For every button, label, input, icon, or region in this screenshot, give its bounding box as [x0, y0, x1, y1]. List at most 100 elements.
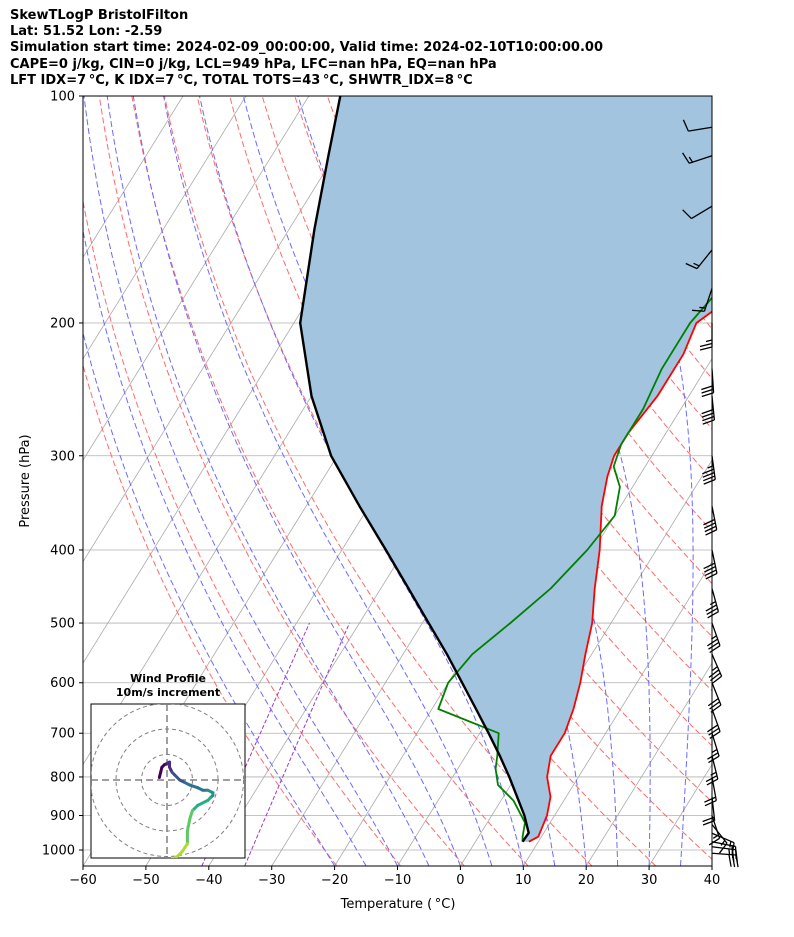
- chart-title-line-4: CAPE=0 j/kg, CIN=0 j/kg, LCL=949 hPa, LF…: [10, 56, 497, 72]
- wind-barb: [707, 708, 721, 739]
- pressure-gridlines: [83, 96, 712, 851]
- wind-barb-half-flag: [720, 840, 726, 846]
- x-tick-label: −60: [69, 873, 96, 888]
- wind-barb-staff: [711, 653, 723, 677]
- wind-barb-staff: [711, 708, 721, 732]
- y-tick-label: 1000: [42, 844, 75, 859]
- hodograph-trace-segment: [177, 877, 180, 882]
- isotherm-line: [83, 96, 373, 563]
- wind-barb-half-flag: [711, 748, 718, 754]
- chart-title-line-5: LFT IDX=7 °C, K IDX=7 °C, TOTAL TOTS=43 …: [10, 72, 473, 88]
- wind-barb-flag: [705, 529, 717, 536]
- wind-barb-flag: [703, 522, 716, 529]
- x-tick-label: −30: [258, 873, 285, 888]
- wind-barb-half-flag: [688, 156, 694, 163]
- chart-title-line-1: SkewTLogP BristolFilton: [10, 8, 189, 23]
- wind-barb: [685, 249, 713, 270]
- x-tick-label: −20: [321, 873, 348, 888]
- y-axis-label: Pressure (hPa): [18, 434, 33, 527]
- isotherm-line: [585, 662, 712, 866]
- hodograph-trace-segment: [175, 869, 178, 877]
- wind-barb-flag: [710, 704, 722, 713]
- chart-title-line-3: Simulation start time: 2024-02-09_00:00:…: [10, 40, 603, 56]
- wind-barb-flag: [701, 388, 714, 394]
- profile-lines: [299, 96, 712, 843]
- wind-barb-flag: [734, 846, 737, 859]
- x-tick-label: −10: [384, 873, 411, 888]
- isotherm-line: [397, 357, 712, 866]
- temperature-parcel-shaded-area: [300, 96, 712, 842]
- wind-barb-flag: [708, 641, 720, 650]
- wind-barb-staff: [711, 733, 720, 757]
- y-tick-label: 600: [50, 676, 75, 691]
- moist-adiabat-line: [83, 228, 367, 866]
- moist-adiabat-line: [83, 331, 336, 866]
- wind-barb-flag: [711, 675, 723, 685]
- moist-adiabat-line: [83, 96, 398, 866]
- x-tick-label: 0: [456, 873, 464, 888]
- wind-barb-staff: [711, 455, 716, 480]
- hodograph-trace-segment: [180, 842, 189, 853]
- isotherm-line: [522, 560, 712, 866]
- wind-barb-staff: [711, 588, 720, 612]
- wind-barb-staff: [688, 126, 713, 132]
- wind-barb-flag: [705, 572, 718, 580]
- isotherm-line: [83, 96, 247, 360]
- chart-title-block: SkewTLogP BristolFilton Lat: 51.52 Lon: …: [10, 8, 603, 89]
- x-tick-label: 30: [641, 873, 658, 888]
- dry-adiabat-line: [196, 96, 657, 866]
- wind-barb-flag: [709, 645, 721, 654]
- wind-barb-half-flag: [712, 666, 718, 671]
- shaded-area: [300, 96, 712, 842]
- dry-adiabat-line: [83, 363, 338, 866]
- temperature-line: [528, 310, 712, 843]
- hodograph-plot: [91, 704, 245, 882]
- mixing-ratio-line: [244, 622, 350, 866]
- wind-barb-staff: [711, 506, 718, 530]
- wind-barb-staff: [696, 249, 713, 270]
- y-tick-label: 900: [50, 809, 75, 824]
- wind-barb-staff: [711, 682, 722, 706]
- wind-barb-staff: [711, 776, 717, 801]
- moist-adiabat-line: [582, 96, 694, 866]
- wind-barb-flag: [707, 698, 719, 707]
- dry-adiabat-line: [131, 96, 529, 866]
- wind-barb: [708, 653, 723, 685]
- dry-adiabat-line: [83, 198, 402, 866]
- wind-barb: [692, 288, 713, 312]
- wind-barb: [682, 152, 713, 164]
- wind-barb: [682, 119, 713, 132]
- wind-barb-staff: [711, 841, 736, 848]
- moist-adiabat-line: [163, 96, 493, 866]
- hodograph-trace-segment: [171, 855, 179, 858]
- wind-barb-flag: [709, 731, 721, 739]
- y-tick-label: 100: [50, 90, 75, 105]
- wind-barb: [703, 506, 718, 536]
- wind-barb-staff: [711, 815, 721, 839]
- wind-barb-flag: [704, 566, 716, 573]
- x-axis-label: Temperature ( °C): [340, 897, 456, 912]
- dry-adiabat-line: [98, 96, 465, 866]
- wind-barb-staff: [711, 549, 718, 574]
- y-tick-label: 800: [50, 770, 75, 785]
- hodograph-title: Wind Profile: [130, 672, 206, 685]
- wind-barb-flag: [703, 562, 716, 570]
- wind-barb-flag: [718, 842, 728, 854]
- wind-barb-flag: [692, 309, 705, 312]
- wind-barb: [707, 733, 720, 764]
- wind-barb-half-flag: [709, 600, 716, 606]
- wind-barb: [704, 776, 717, 807]
- y-tick-label: 700: [50, 727, 75, 742]
- dry-adiabat-line: [457, 96, 712, 481]
- x-tick-label: 40: [704, 873, 721, 888]
- wind-barb: [703, 549, 718, 580]
- wind-barb-flag: [703, 475, 716, 482]
- wind-barb-staff: [703, 288, 713, 312]
- wind-barb-flag: [682, 209, 692, 219]
- x-tick-label: 10: [515, 873, 532, 888]
- wind-barb: [702, 455, 716, 485]
- wind-barb-flag: [703, 518, 715, 526]
- wind-barb-flag: [704, 525, 717, 533]
- wind-barb-staff: [711, 622, 721, 646]
